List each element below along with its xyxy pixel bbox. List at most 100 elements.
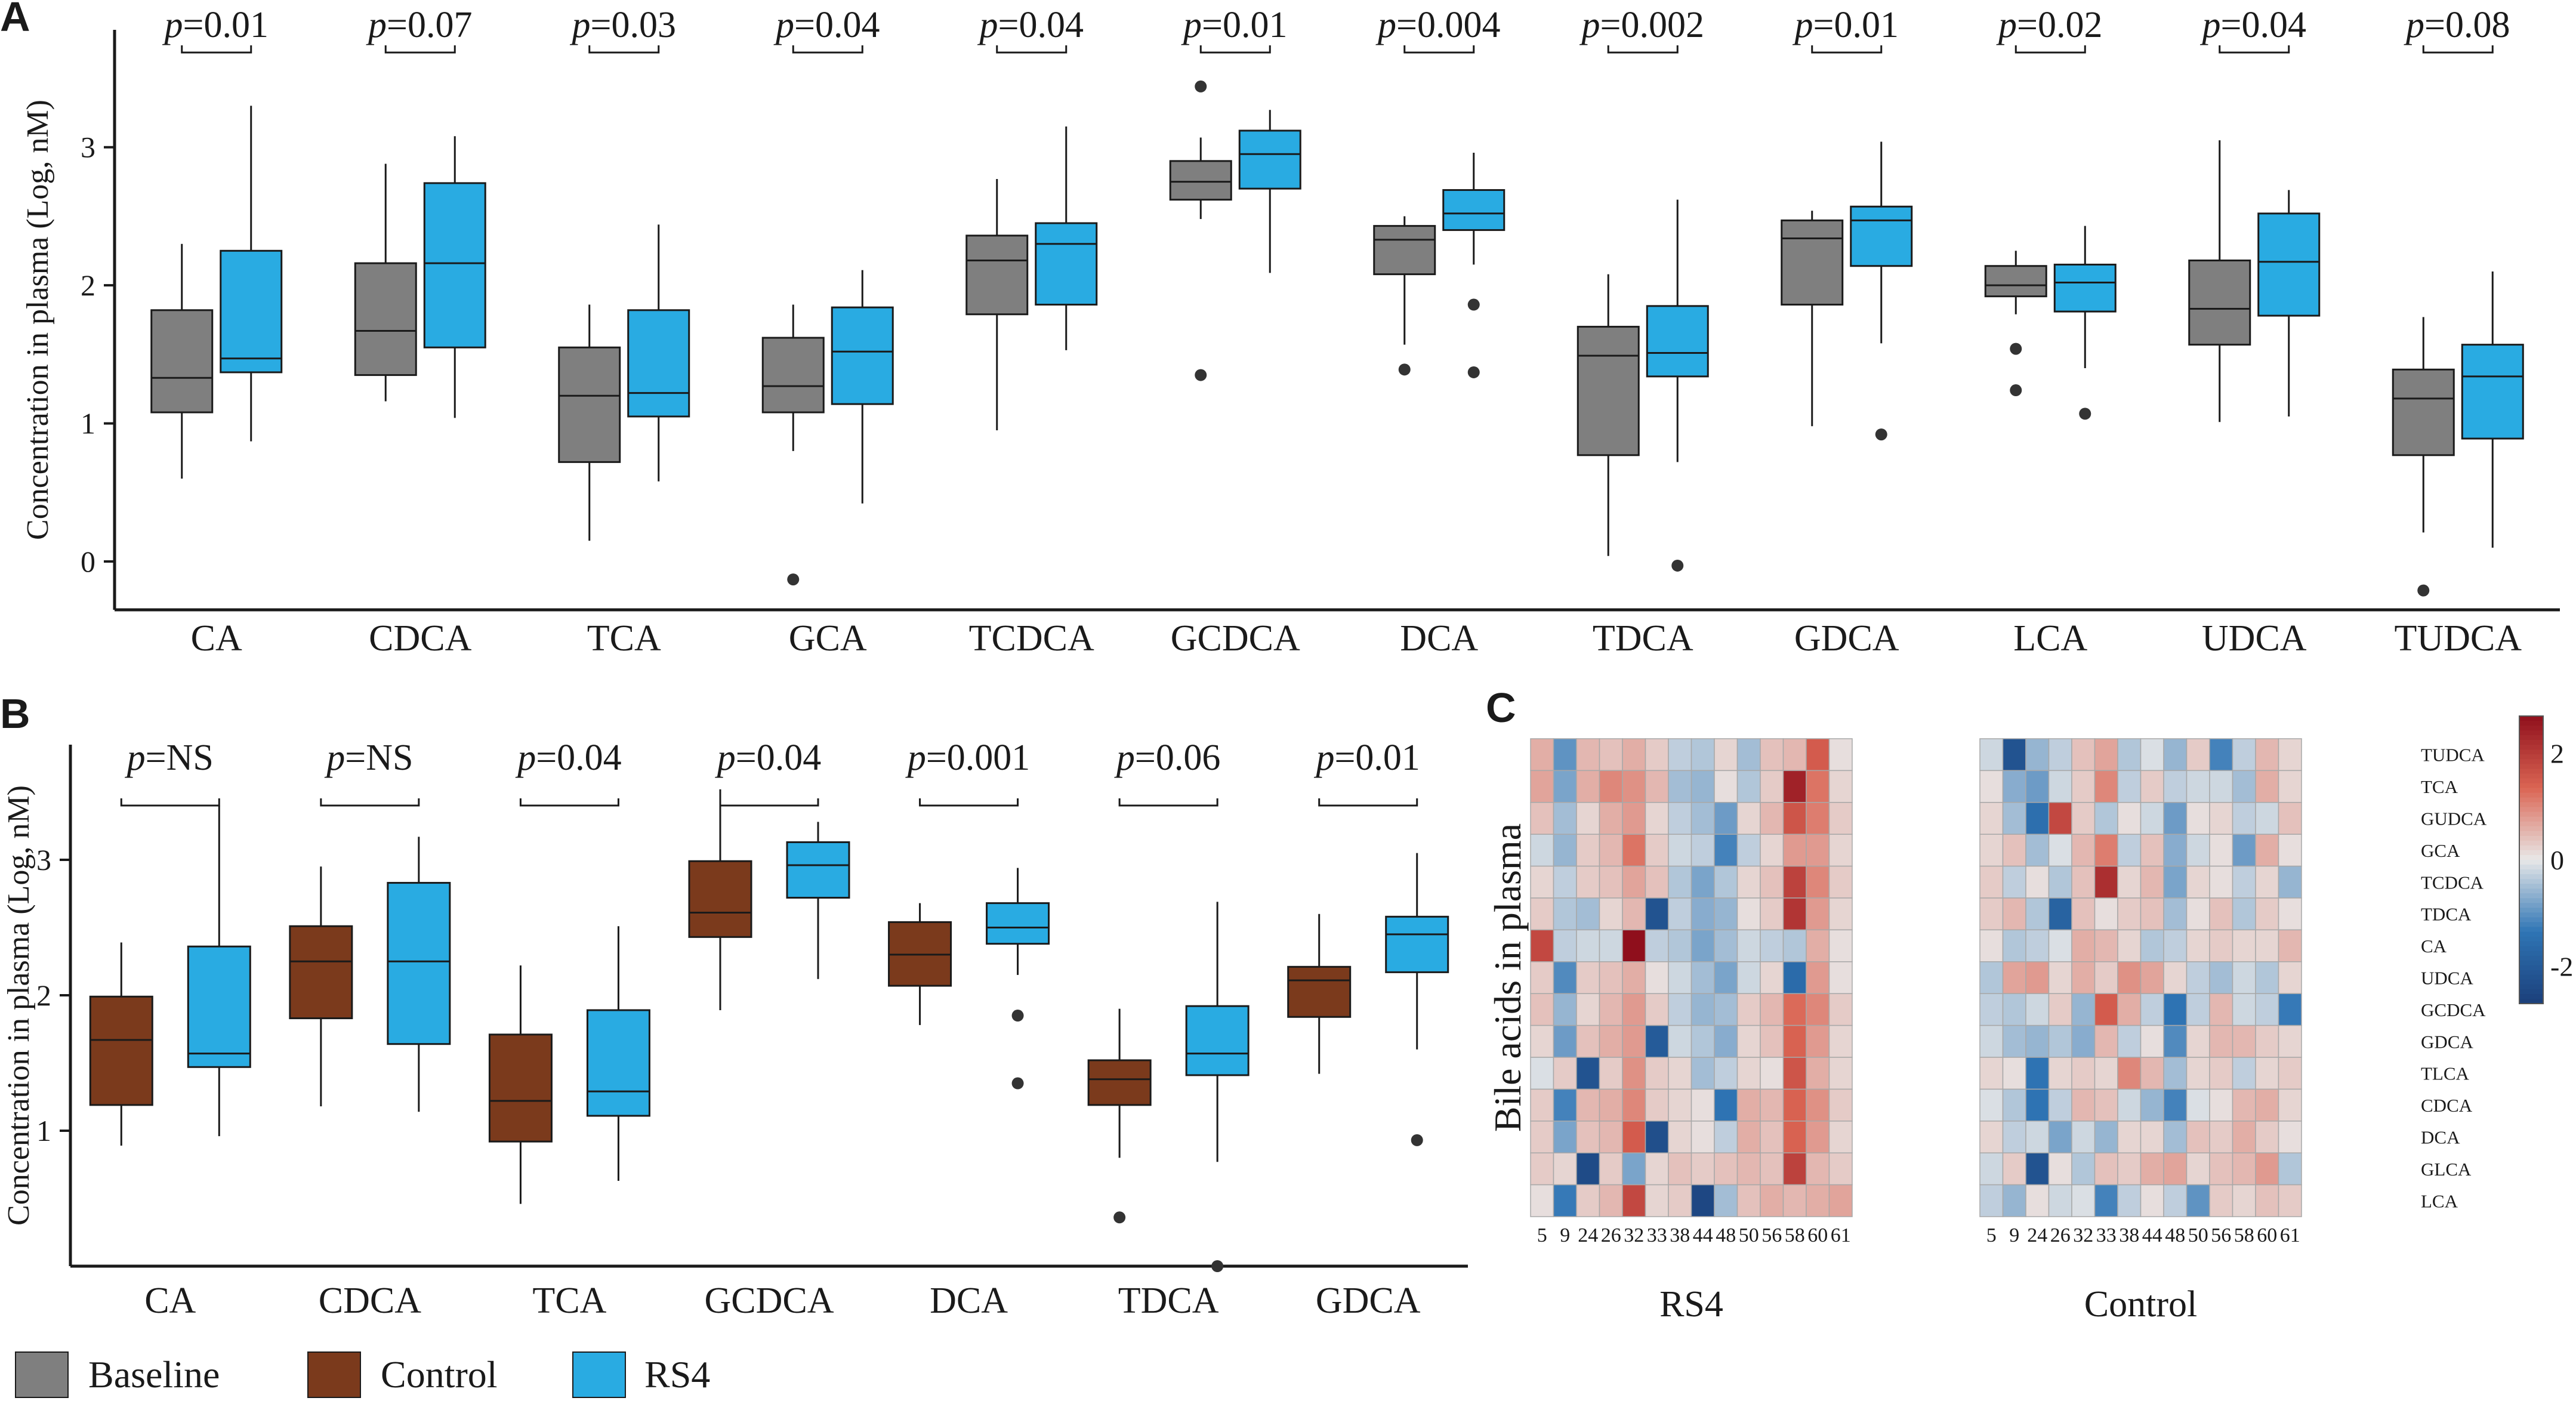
heatmap-cell-control-gcdca-48 [2163,993,2188,1026]
colorbar-segment-55 [2519,979,2543,985]
heatmap-cell-control-lca-60 [2255,1184,2279,1217]
colorbar-tick-label-1: 0 [2550,845,2564,875]
colorbar-segment-6 [2519,745,2543,751]
pb-box-gcdca-control [688,860,752,938]
heatmap-cell-rs4-ca-24 [1576,929,1600,962]
heatmap-cell-control-tdca-48 [2163,897,2188,931]
heatmap-cell-rs4-gdca-9 [1553,1025,1577,1058]
pb-bracket-ca [120,798,220,807]
heatmap-cell-rs4-tca-60 [1806,770,1830,803]
heatmap-cell-control-lca-32 [2071,1184,2096,1217]
heatmap-cell-rs4-gcdca-32 [1622,993,1646,1026]
heatmap-cell-control-cdca-61 [2278,1088,2302,1122]
heatmap-cell-rs4-udca-38 [1668,961,1692,994]
heatmap-cell-control-tudca-33 [2094,738,2118,772]
heatmap-row-label-tdca: TDCA [2421,904,2472,925]
pb-category-label-dca: DCA [930,1280,1008,1321]
colorbar-segment-52 [2519,965,2543,971]
pb-pvalue-tdca: p=0.06 [1114,738,1220,778]
colorbar-segment-56 [2519,984,2543,990]
heatmap-cell-control-udca-5 [1979,961,2004,994]
pa-category-label-dca: DCA [1400,618,1478,659]
heatmap-cell-control-lca-61 [2278,1184,2302,1217]
pa-box-tca-baseline [558,346,621,463]
colorbar-segment-57 [2519,989,2543,995]
heatmap-cell-control-gdca-48 [2163,1025,2188,1058]
pa-outlier-dca-baseline-0 [1398,363,1411,376]
heatmap-cell-rs4-glca-56 [1760,1152,1784,1186]
pb-box-gdca-rs4 [1385,915,1449,973]
heatmap-col-label-control-24: 24 [2027,1224,2047,1246]
colorbar-segment-40 [2519,908,2543,914]
pa-bracket-lca [2014,45,2086,54]
heatmap-cell-rs4-gudca-26 [1599,802,1623,835]
colorbar-segment-27 [2519,845,2543,851]
colorbar-segment-53 [2519,970,2543,976]
heatmap-cell-rs4-cdca-58 [1782,1088,1807,1122]
pb-pvalue-tca: p=0.04 [515,738,621,778]
heatmap-cell-control-cdca-38 [2117,1088,2142,1122]
heatmap-cell-rs4-tcdca-60 [1806,865,1830,899]
colorbar-segment-1 [2519,721,2543,726]
heatmap-cell-rs4-udca-44 [1690,961,1715,994]
colorbar-segment-44 [2519,927,2543,933]
colorbar-tick-label-0: 2 [2550,738,2564,769]
heatmap-cell-rs4-gca-26 [1599,834,1623,867]
legend-label-rs4: RS4 [644,1353,710,1396]
heatmap-row-label-glca: GLCA [2421,1159,2472,1180]
colorbar-segment-3 [2519,730,2543,736]
heatmap-cell-rs4-cdca-26 [1599,1088,1623,1122]
heatmap-cell-rs4-tudca-38 [1668,738,1692,772]
heatmap-cell-rs4-glca-61 [1828,1152,1853,1186]
heatmap-cell-rs4-ca-58 [1782,929,1807,962]
heatmap-cell-control-tdca-60 [2255,897,2279,931]
heatmap-cell-control-tlca-50 [2186,1057,2210,1090]
colorbar-segment-51 [2519,960,2543,966]
colorbar-segment-23 [2519,826,2543,832]
heatmap-col-label-rs4-32: 32 [1624,1224,1644,1246]
heatmap-cell-control-dca-50 [2186,1121,2210,1153]
heatmap-row-label-tca: TCA [2421,776,2458,797]
heatmap-cell-control-tudca-24 [2025,738,2050,772]
heatmap-cell-rs4-tdca-9 [1553,897,1577,931]
heatmap-cell-rs4-tudca-44 [1690,738,1715,772]
heatmap-cell-rs4-tcdca-33 [1645,865,1669,899]
heatmap-cell-control-gdca-56 [2209,1025,2233,1058]
pb-bracket-gcdca [719,798,819,807]
heatmap-cell-rs4-glca-48 [1714,1152,1738,1186]
heatmap-row-label-lca: LCA [2421,1190,2458,1211]
heatmap-col-label-control-38: 38 [2119,1224,2139,1246]
pb-pvalue-symbol-tca: p [515,738,536,778]
heatmap-cell-rs4-dca-44 [1690,1121,1715,1153]
colorbar-segment-21 [2519,816,2543,822]
pa-pvalue-ca: p=0.01 [162,5,269,45]
heatmap-cell-rs4-tcdca-50 [1736,865,1761,899]
pb-box-cdca-rs4 [387,882,451,1045]
heatmap-cell-control-udca-48 [2163,961,2188,994]
heatmap-cell-control-udca-24 [2025,961,2050,994]
pb-pvalue-gcdca: p=0.04 [715,738,821,778]
pa-bracket-gca [792,45,863,54]
pa-bracket-tdca [1607,45,1679,54]
pb-pvalue-value-ca: =NS [146,738,214,778]
heatmap-cell-rs4-dca-58 [1782,1121,1807,1153]
heatmap-cell-control-ca-38 [2117,929,2142,962]
pa-pvalue-udca: p=0.04 [2200,5,2306,45]
pb-category-label-gdca: GDCA [1316,1280,1421,1321]
pa-pvalue-tca: p=0.03 [570,5,676,45]
pa-pvalue-value-udca: =0.04 [2221,5,2306,45]
pa-box-cdca-rs4 [423,182,486,348]
heatmap-cell-control-glca-56 [2209,1152,2233,1186]
heatmap-cell-control-cdca-32 [2071,1088,2096,1122]
heatmap-cell-rs4-dca-9 [1553,1121,1577,1153]
heatmap-cell-rs4-udca-58 [1782,961,1807,994]
pa-category-label-tca: TCA [587,618,661,659]
heatmap-cell-control-ca-24 [2025,929,2050,962]
heatmap-cell-rs4-lca-32 [1622,1184,1646,1217]
heatmap-cell-rs4-cdca-33 [1645,1088,1669,1122]
heatmap-cell-control-udca-44 [2140,961,2164,994]
heatmap-cell-rs4-tca-50 [1736,770,1761,803]
heatmap-cell-control-gudca-38 [2117,802,2142,835]
heatmap-cell-rs4-gdca-60 [1806,1025,1830,1058]
heatmap-cell-rs4-tca-33 [1645,770,1669,803]
